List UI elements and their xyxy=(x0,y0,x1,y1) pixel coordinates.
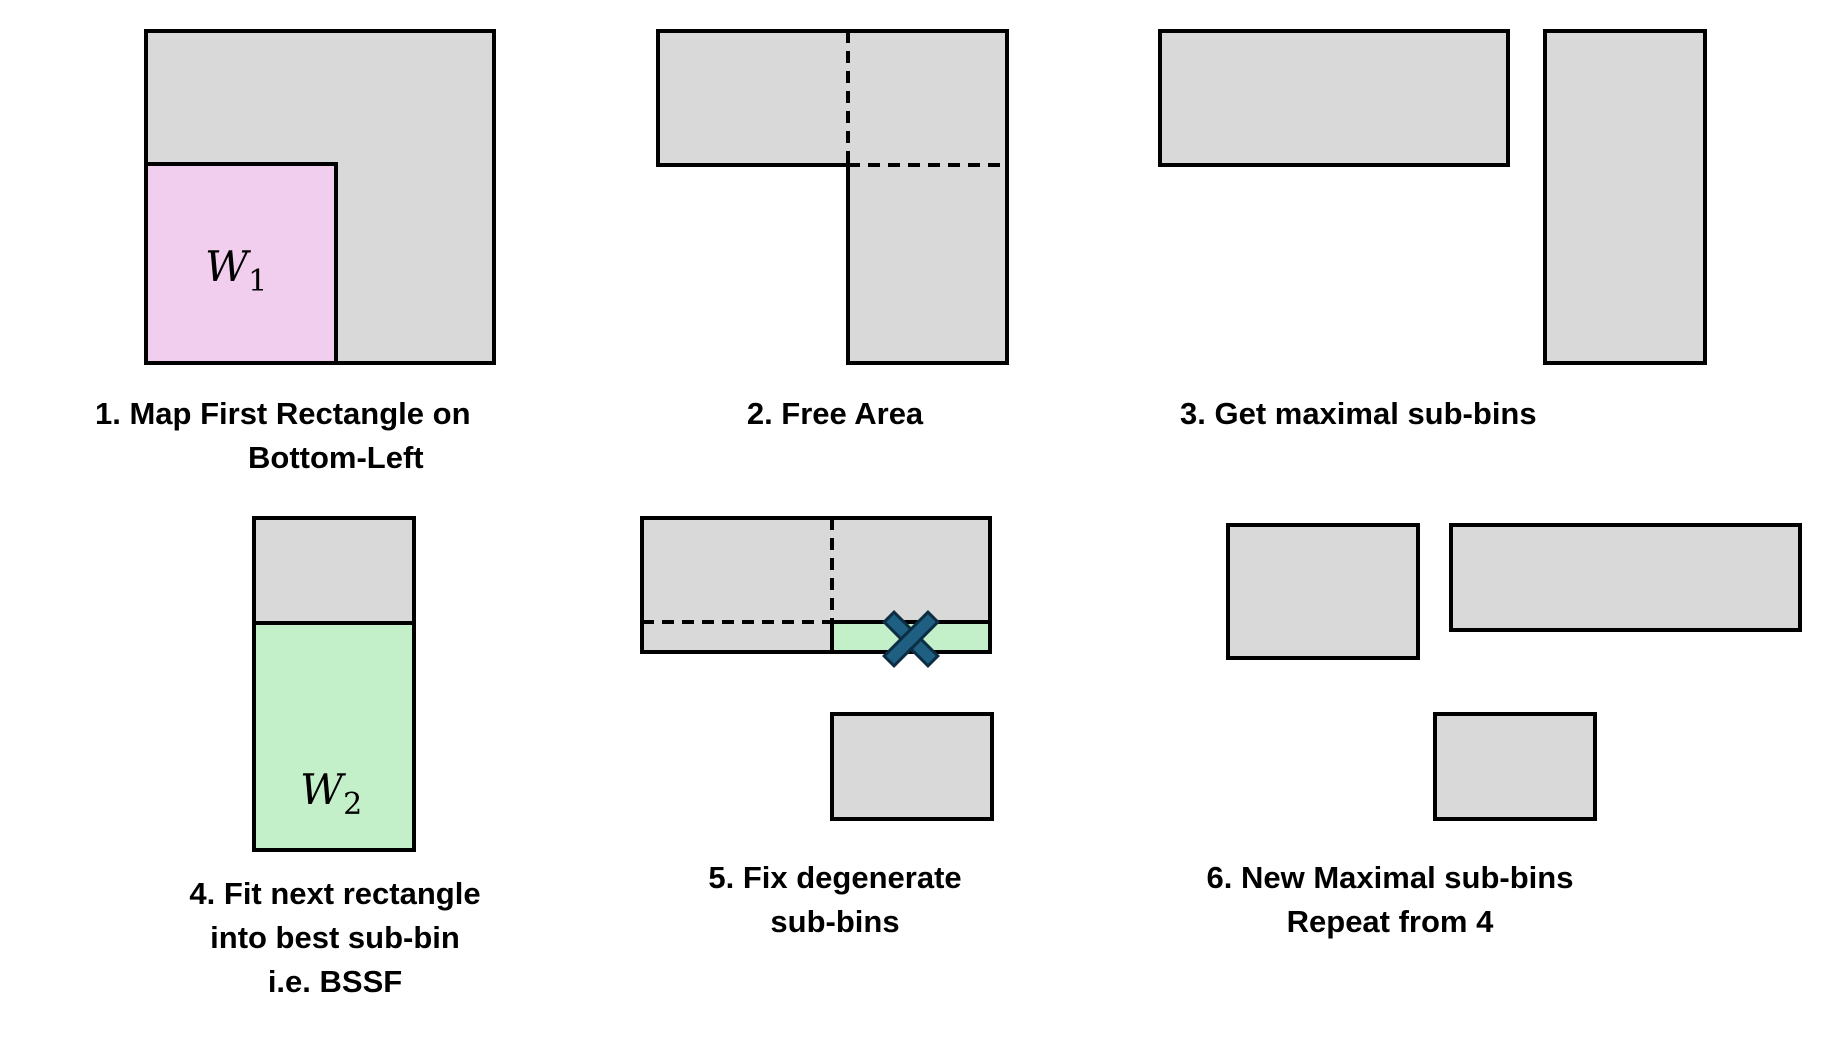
caption-line: 5. Fix degenerate xyxy=(708,860,962,895)
caption-line: Repeat from 4 xyxy=(1286,904,1494,939)
w2-label: W2 xyxy=(300,765,362,822)
panel-1-bin: W1 xyxy=(144,29,496,365)
placed-rectangle-w1 xyxy=(144,162,338,365)
caption-line: i.e. BSSF xyxy=(267,964,403,999)
step-3-caption: 3. Get maximal sub-bins xyxy=(1180,392,1620,436)
sub-bin-right xyxy=(1543,29,1707,365)
sub-bin-lower xyxy=(830,712,994,821)
caption-line: sub-bins xyxy=(770,904,900,939)
caption-line: Bottom-Left xyxy=(248,440,424,475)
caption-line: into best sub-bin xyxy=(210,920,460,955)
caption-line: 2. Free Area xyxy=(746,396,924,431)
panel-5-degenerate xyxy=(640,516,994,821)
step-1-caption: 1. Map First Rectangle on Bottom-Left xyxy=(95,392,505,480)
w1-label: W1 xyxy=(205,242,267,299)
panel-2-free-area xyxy=(656,29,1009,365)
x-cross-icon xyxy=(882,610,940,668)
step-4-caption: 4. Fit next rectangle into best sub-bin … xyxy=(145,872,525,1004)
step-6-caption: 6. New Maximal sub-bins Repeat from 4 xyxy=(1170,856,1610,944)
placed-rectangle-w2 xyxy=(252,621,416,852)
step-2-caption: 2. Free Area xyxy=(690,392,980,436)
sub-bin-square xyxy=(1226,523,1420,660)
step-5-caption: 5. Fix degenerate sub-bins xyxy=(665,856,1005,944)
sub-bin-top xyxy=(1158,29,1510,167)
panel-6-new-maximal xyxy=(1226,523,1802,821)
free-area-l-shape xyxy=(656,29,1009,365)
panel-3-maximal-sub-bins xyxy=(1158,29,1707,365)
caption-line: 6. New Maximal sub-bins xyxy=(1206,860,1574,895)
caption-line: 1. Map First Rectangle on xyxy=(95,396,471,431)
sub-bin-small xyxy=(1433,712,1597,821)
caption-line: 4. Fit next rectangle xyxy=(189,876,481,911)
panel-4-fit-next: W2 xyxy=(252,516,416,852)
caption-line: 3. Get maximal sub-bins xyxy=(1180,396,1537,431)
sub-bin-long xyxy=(1449,523,1802,632)
